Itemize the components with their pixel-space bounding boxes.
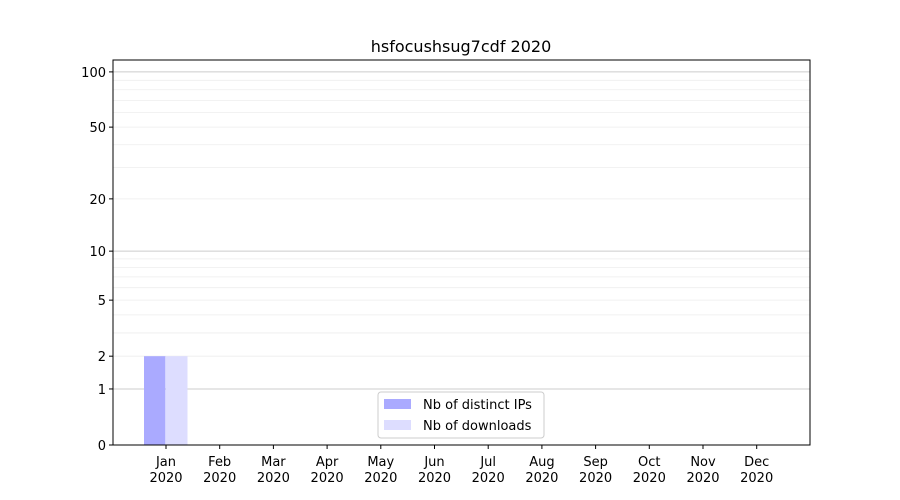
x-tick-label: Dec 2020 bbox=[740, 455, 773, 486]
y-tick-label: 1 bbox=[98, 383, 106, 398]
bar-downloads bbox=[166, 356, 188, 445]
x-tick-label: Oct 2020 bbox=[633, 455, 666, 486]
x-tick-label: Nov 2020 bbox=[686, 455, 719, 486]
legend: Nb of distinct IPs Nb of downloads bbox=[377, 391, 545, 439]
y-tick-label: 10 bbox=[89, 245, 106, 260]
y-tick-label: 100 bbox=[81, 66, 106, 81]
y-tick-label: 0 bbox=[98, 439, 106, 454]
bar-distinct-ips bbox=[144, 356, 166, 445]
legend-box bbox=[377, 391, 545, 439]
legend-swatch bbox=[384, 420, 411, 430]
y-tick-label: 2 bbox=[98, 350, 106, 365]
y-tick-label: 5 bbox=[98, 294, 106, 309]
x-tick-label: Jul 2020 bbox=[472, 455, 505, 486]
legend-swatch bbox=[384, 399, 411, 409]
x-tick-label: Aug 2020 bbox=[525, 455, 558, 486]
x-tick-label: Sep 2020 bbox=[579, 455, 612, 486]
x-tick-label: Mar 2020 bbox=[257, 455, 290, 486]
x-tick-label: Jan 2020 bbox=[149, 455, 182, 486]
x-tick-label: Feb 2020 bbox=[203, 455, 236, 486]
x-tick-label: Apr 2020 bbox=[311, 455, 344, 486]
x-tick-label: Jun 2020 bbox=[418, 455, 451, 486]
x-tick-label: May 2020 bbox=[364, 455, 397, 486]
chart-title: hsfocushsug7cdf 2020 bbox=[371, 37, 552, 56]
y-tick-label: 20 bbox=[89, 193, 106, 208]
legend-label: Nb of distinct IPs bbox=[423, 398, 532, 413]
y-tick-label: 50 bbox=[89, 121, 106, 136]
plot-frame bbox=[112, 59, 811, 446]
legend-label: Nb of downloads bbox=[423, 419, 532, 434]
